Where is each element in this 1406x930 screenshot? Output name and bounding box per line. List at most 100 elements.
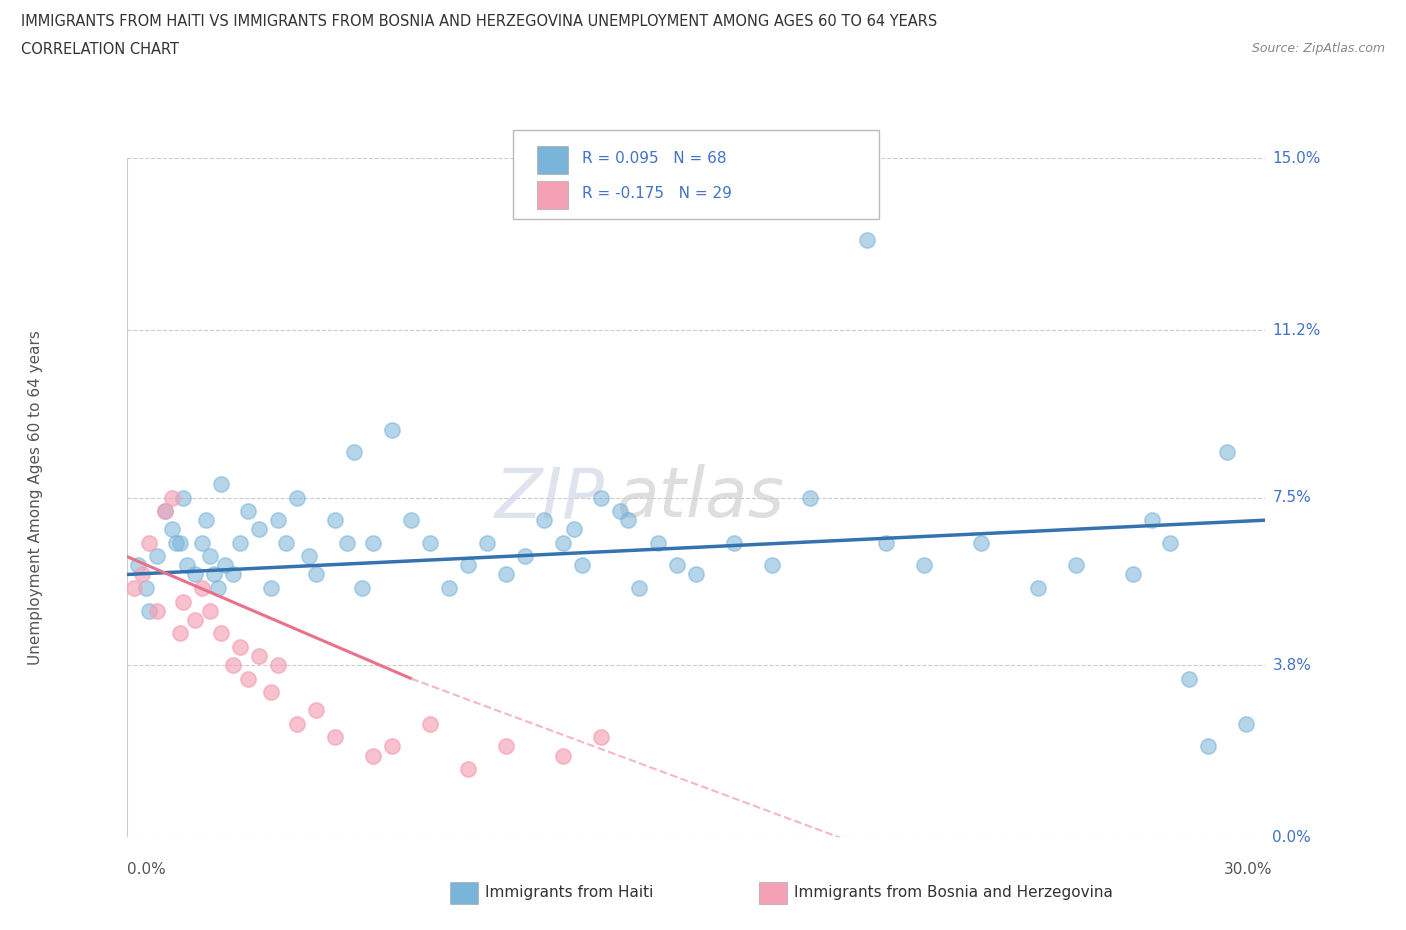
Point [647,536,669,551]
Text: ZIP: ZIP [495,464,605,531]
Point [214,558,236,573]
Point [153,504,176,519]
Point [122,580,145,595]
Text: 11.2%: 11.2% [1272,323,1320,338]
Point [222,567,245,582]
Text: 7.5%: 7.5% [1272,490,1312,505]
Point [475,536,498,551]
Point [267,512,290,527]
Text: Immigrants from Bosnia and Herzegovina: Immigrants from Bosnia and Herzegovina [794,885,1114,900]
Point [970,536,993,551]
Point [419,716,441,731]
Point [267,658,290,672]
Point [198,549,221,564]
Point [609,504,631,519]
Point [336,536,359,551]
Point [211,476,233,491]
Point [533,512,555,527]
Point [222,658,245,672]
Point [350,580,373,595]
Point [191,580,214,595]
Point [591,490,613,505]
Point [236,671,259,686]
Point [323,512,347,527]
Point [363,536,385,551]
Point [138,604,160,618]
Point [176,558,198,573]
Point [799,490,821,505]
Point [439,580,461,595]
Point [875,536,897,551]
Point [616,512,638,527]
Point [855,232,877,247]
Text: IMMIGRANTS FROM HAITI VS IMMIGRANTS FROM BOSNIA AND HERZEGOVINA UNEMPLOYMENT AMO: IMMIGRANTS FROM HAITI VS IMMIGRANTS FROM… [21,14,938,29]
Text: Immigrants from Haiti: Immigrants from Haiti [485,885,654,900]
Point [419,536,441,551]
Point [236,504,259,519]
Point [1216,445,1239,459]
Point [138,536,160,551]
Point [153,504,176,519]
Text: 15.0%: 15.0% [1272,151,1320,166]
Point [1140,512,1163,527]
Point [628,580,651,595]
Point [666,558,689,573]
Point [323,730,347,745]
Point [1026,580,1049,595]
Point [160,490,183,505]
Point [457,558,479,573]
Point [723,536,745,551]
Point [401,512,423,527]
Point [298,549,321,564]
Point [172,594,194,609]
Point [274,536,297,551]
Text: 3.8%: 3.8% [1272,658,1312,672]
Text: atlas: atlas [616,464,785,531]
Point [165,536,187,551]
Text: 0.0%: 0.0% [1272,830,1312,844]
Point [191,536,214,551]
Point [457,762,479,777]
Point [211,626,233,641]
Point [131,567,153,582]
Point [202,567,225,582]
Point [685,173,707,188]
Point [146,604,169,618]
Point [1236,716,1258,731]
Point [287,716,309,731]
Point [1160,536,1182,551]
Point [169,536,191,551]
Point [249,522,271,537]
Point [135,580,156,595]
Point [305,703,328,718]
Point [1122,567,1144,582]
Point [198,604,221,618]
Point [207,580,229,595]
Text: R = 0.095   N = 68: R = 0.095 N = 68 [582,151,727,166]
Point [287,490,309,505]
Point [363,748,385,763]
Point [515,549,537,564]
Text: R = -0.175   N = 29: R = -0.175 N = 29 [582,186,733,201]
Point [381,422,404,437]
Point [127,558,149,573]
Point [229,640,252,655]
Point [1198,739,1220,754]
Point [305,567,328,582]
Text: 0.0%: 0.0% [127,862,166,877]
Point [146,549,169,564]
Point [260,684,283,699]
Point [912,558,935,573]
Point [553,748,575,763]
Point [564,522,586,537]
Point [184,567,207,582]
Point [260,580,283,595]
Point [184,612,207,627]
Point [591,730,613,745]
Point [571,558,593,573]
Point [1064,558,1087,573]
Point [169,626,191,641]
Point [343,445,366,459]
Text: 30.0%: 30.0% [1225,862,1272,877]
Text: Unemployment Among Ages 60 to 64 years: Unemployment Among Ages 60 to 64 years [28,330,42,665]
